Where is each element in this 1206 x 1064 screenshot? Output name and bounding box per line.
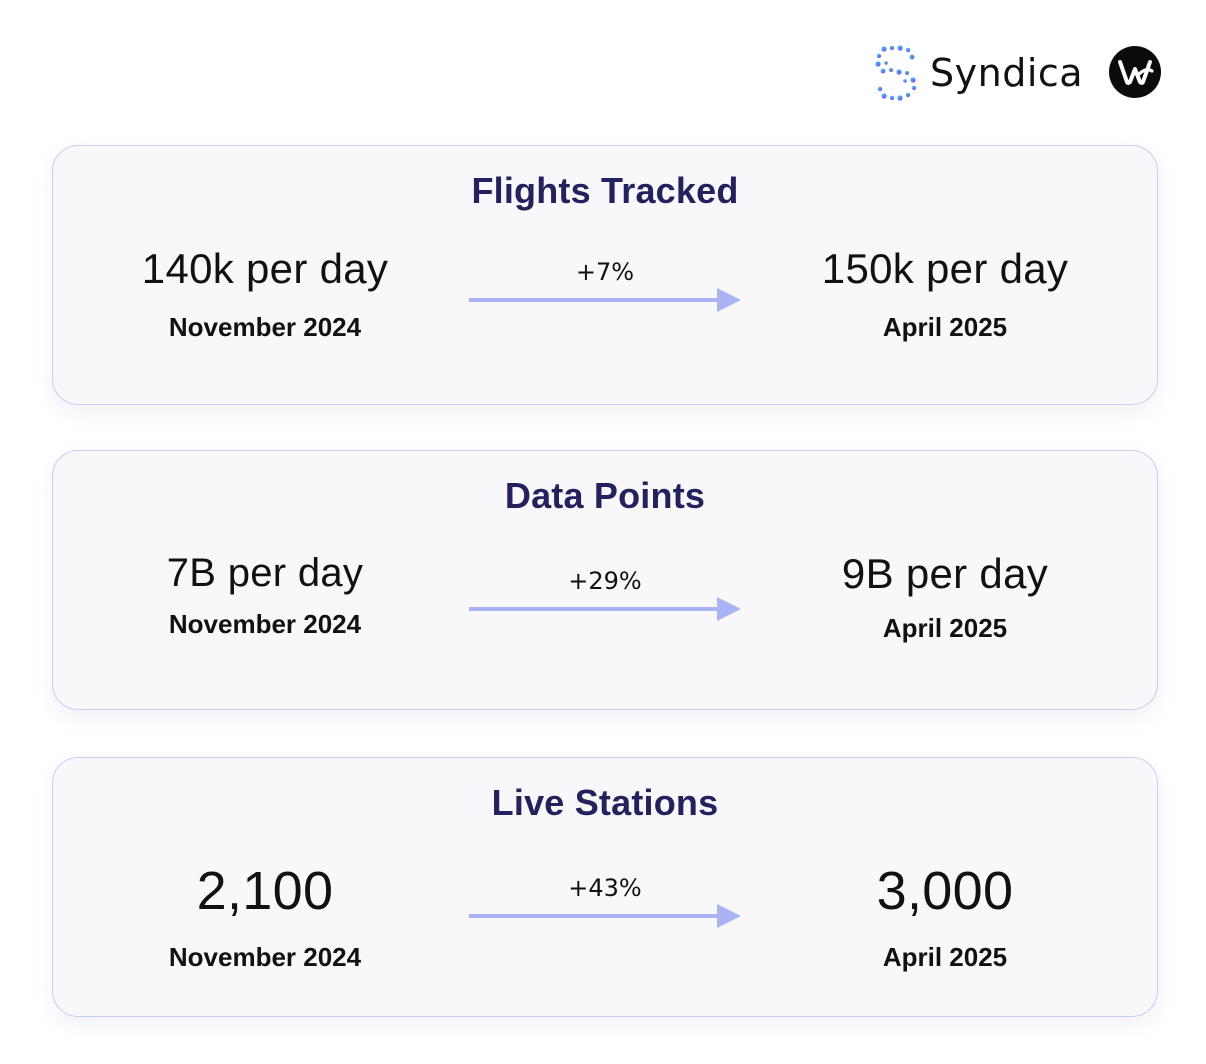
- partner-w-circle-icon: [1109, 46, 1161, 98]
- metric-to-period: April 2025: [882, 942, 1008, 972]
- metric-to: 9B per day April 2025: [735, 550, 1155, 643]
- right-arrow-icon: [469, 288, 741, 312]
- metric-change-label: +43%: [568, 874, 642, 902]
- metric-change-label: +7%: [575, 258, 635, 286]
- metric-from-period: November 2024: [168, 312, 362, 342]
- metric-card-data-points: Data Points 7B per day November 2024 +29…: [52, 450, 1158, 710]
- metric-to-value: 3,000: [876, 861, 1014, 921]
- metric-card-live-stations: Live Stations 2,100 November 2024 +43% 3…: [52, 757, 1158, 1017]
- metric-from: 140k per day November 2024: [55, 245, 475, 342]
- brand-name: Syndica: [930, 51, 1084, 95]
- metric-from-value: 2,100: [196, 861, 334, 921]
- metric-card-flights-tracked: Flights Tracked 140k per day November 20…: [52, 145, 1158, 405]
- metric-growth: +29%: [467, 567, 743, 627]
- metric-to-period: April 2025: [882, 312, 1008, 342]
- metric-from: 7B per day November 2024: [55, 553, 475, 637]
- brand-header: Syndica: [874, 42, 1166, 104]
- right-arrow-icon: [469, 597, 741, 621]
- metric-from-period: November 2024: [168, 942, 362, 972]
- metric-to: 3,000 April 2025: [735, 864, 1155, 970]
- right-arrow-icon: [469, 904, 741, 928]
- metric-to: 150k per day April 2025: [735, 245, 1155, 342]
- metric-change-label: +29%: [568, 567, 642, 595]
- metric-title: Flights Tracked: [471, 170, 739, 211]
- metric-to-value: 150k per day: [821, 245, 1069, 292]
- metric-from-value: 140k per day: [141, 245, 389, 292]
- metric-to-value: 9B per day: [841, 550, 1049, 597]
- metric-to-period: April 2025: [882, 613, 1008, 643]
- metric-from-period: November 2024: [168, 609, 362, 639]
- metric-from: 2,100 November 2024: [55, 864, 475, 970]
- syndica-dotted-s-icon: [875, 45, 917, 101]
- metric-growth: +43%: [467, 874, 743, 934]
- metric-from-value: 7B per day: [166, 551, 364, 595]
- metric-title: Data Points: [504, 475, 706, 516]
- metric-growth: +7%: [467, 258, 743, 318]
- metric-title: Live Stations: [491, 782, 719, 823]
